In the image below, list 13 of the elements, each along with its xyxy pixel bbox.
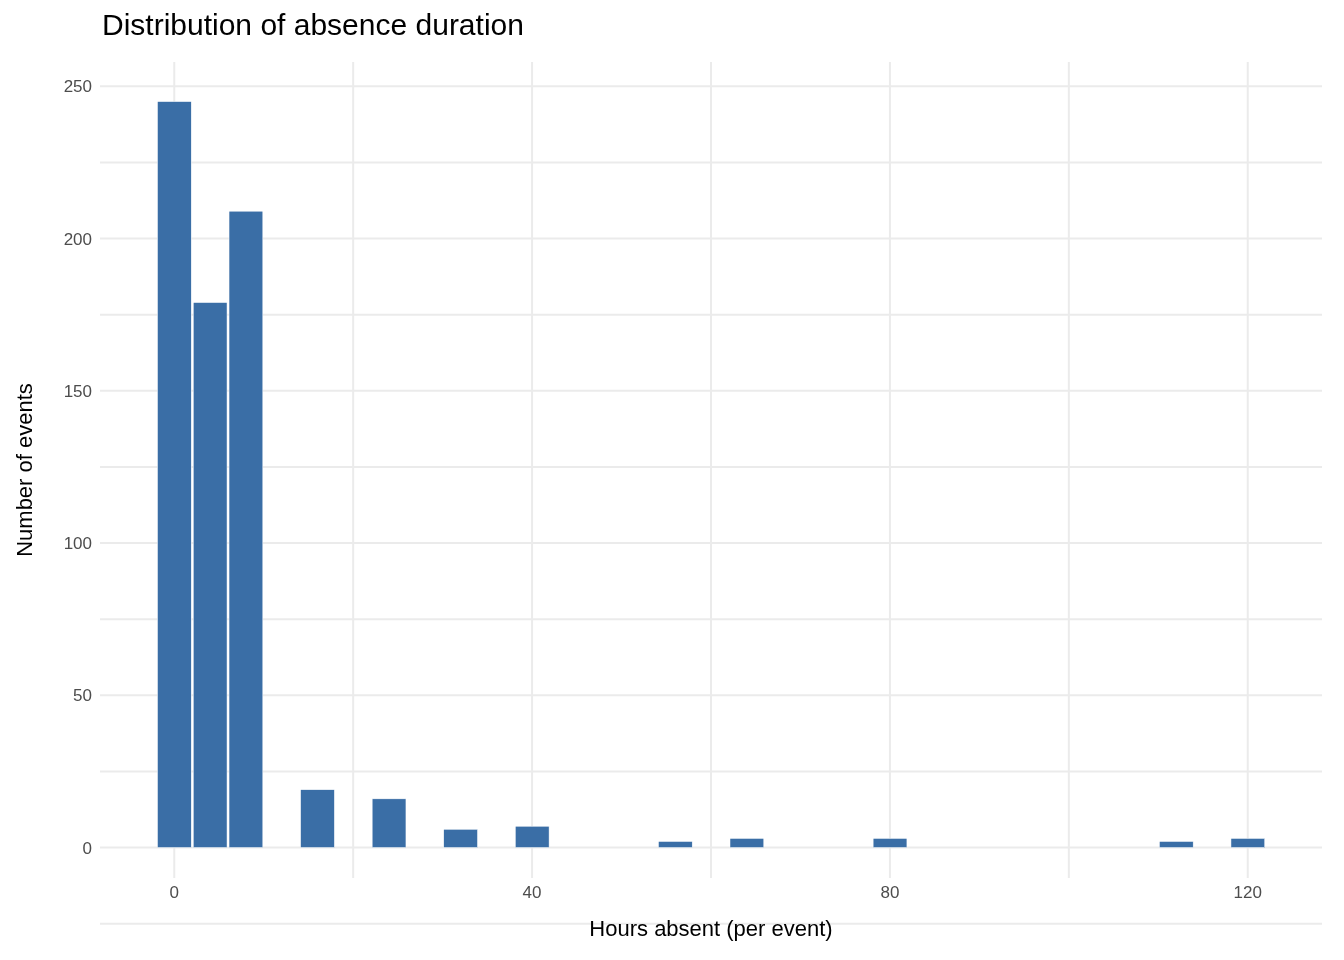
y-tick-label: 0: [82, 838, 92, 858]
chart-title: Distribution of absence duration: [102, 8, 525, 43]
y-tick-label: 50: [73, 686, 92, 706]
x-axis-title: Hours absent (per event): [589, 916, 833, 941]
x-tick-label: 40: [522, 883, 542, 903]
x-tick-label: 120: [1233, 883, 1262, 903]
y-tick-label: 200: [63, 229, 92, 249]
y-tick-label: 100: [63, 534, 92, 554]
y-tick-label: 150: [63, 381, 92, 401]
y-axis-title: Number of events: [11, 383, 37, 557]
x-tick-label: 0: [169, 883, 179, 903]
x-tick-label: 80: [880, 883, 900, 903]
y-tick-label: 250: [63, 77, 92, 97]
